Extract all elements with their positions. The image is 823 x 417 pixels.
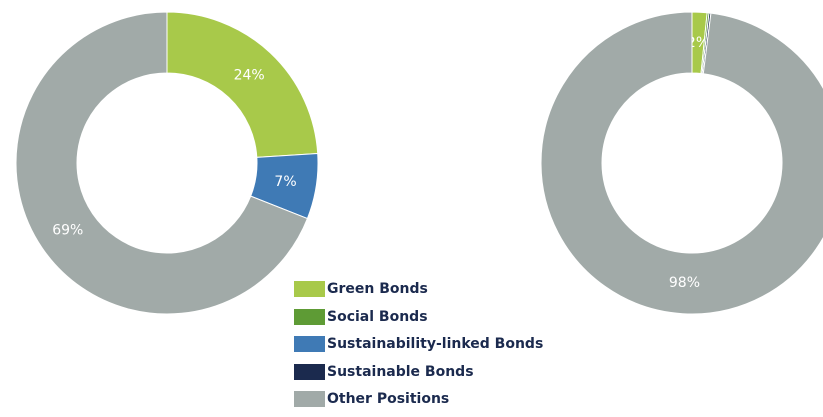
- slice-label-green-bonds: 24%: [234, 68, 265, 84]
- legend-item-social-bonds: Social Bonds: [294, 307, 543, 327]
- donut-slice-other-positions: [15, 11, 309, 315]
- legend-label: Sustainability-linked Bonds: [327, 336, 544, 352]
- legend-swatch-sustainable-bonds: [294, 363, 325, 380]
- donut-slice-green-bonds: [166, 11, 319, 158]
- slice-label-other-positions: 98%: [669, 275, 700, 291]
- legend-label: Other Positions: [327, 391, 450, 407]
- legend-label: Sustainable Bonds: [327, 363, 474, 380]
- legend-swatch-sustainability-linked-bonds: [294, 336, 325, 352]
- donut-chart-left: 24% 7% 69%: [15, 11, 319, 315]
- donut-slice-other-positions: [540, 11, 823, 315]
- legend-swatch-social-bonds: [294, 308, 325, 325]
- donut-chart-right: 2%98%: [540, 11, 823, 315]
- legend: Green Bonds Social Bonds Sustainability-…: [294, 279, 543, 417]
- legend-item-sustainable-bonds: Sustainable Bonds: [294, 362, 543, 382]
- slice-label-sustainability-linked-bonds: 7%: [274, 174, 296, 190]
- legend-swatch-green-bonds: [294, 281, 325, 297]
- legend-label: Social Bonds: [327, 308, 428, 325]
- legend-item-sustainability-linked-bonds: Sustainability-linked Bonds: [294, 334, 543, 354]
- legend-item-other-positions: Other Positions: [294, 389, 543, 409]
- legend-item-green-bonds: Green Bonds: [294, 279, 543, 299]
- legend-swatch-other-positions: [294, 391, 325, 407]
- slice-label-other-positions: 69%: [52, 222, 83, 238]
- legend-label: Green Bonds: [327, 281, 428, 297]
